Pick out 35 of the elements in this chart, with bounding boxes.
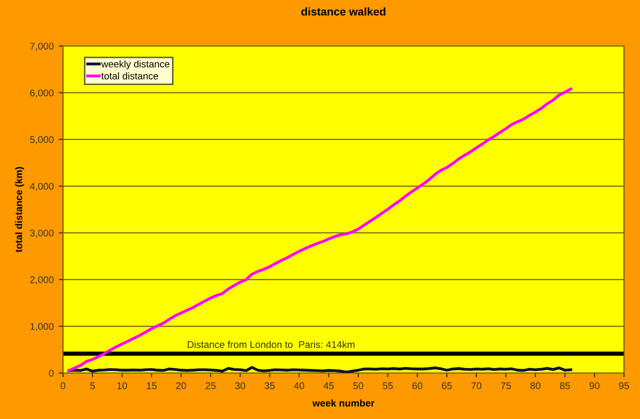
y-axis-title: total distance (km) (15, 167, 24, 252)
x-tick-label: 25 (206, 382, 216, 390)
x-tick-label: 5 (90, 382, 95, 390)
x-tick-label: 85 (560, 382, 570, 390)
y-tick-label: 6,000 (30, 89, 54, 98)
x-tick-label: 75 (500, 382, 511, 390)
x-tick-label: 20 (176, 382, 186, 390)
legend-label: total distance (101, 72, 158, 80)
x-tick-label: 30 (235, 382, 246, 390)
y-tick-label: 0 (48, 370, 54, 377)
x-tick-label: 15 (146, 382, 157, 390)
x-tick-label: 65 (442, 382, 452, 390)
x-tick-label: 40 (294, 382, 304, 390)
legend-label: weekly distance (101, 60, 170, 70)
y-tick-label: 2,000 (30, 276, 54, 284)
x-tick-label: 55 (382, 382, 393, 390)
chart-title: distance walked (301, 7, 386, 16)
ref-line-label: Distance from London to Paris: 414km (188, 340, 354, 348)
x-tick-label: 35 (264, 382, 275, 390)
y-tick-label: 4,000 (30, 182, 54, 191)
x-tick-label: 0 (60, 382, 66, 390)
y-tick-label: 3,000 (30, 230, 54, 238)
line-series (68, 88, 572, 372)
x-tick-label: 80 (530, 382, 540, 390)
x-tick-label: 95 (619, 382, 629, 390)
x-tick-label: 90 (590, 382, 600, 390)
x-tick-label: 10 (117, 382, 128, 390)
x-tick-label: 45 (324, 382, 334, 390)
y-tick-label: 1,000 (30, 323, 54, 332)
y-tick-label: 5,000 (30, 136, 54, 144)
x-tick-label: 70 (471, 382, 482, 390)
x-axis-title: week number (312, 399, 374, 407)
y-tick-label: 7,000 (30, 42, 54, 51)
x-tick-label: 60 (412, 382, 422, 390)
x-tick-label: 50 (353, 382, 364, 390)
